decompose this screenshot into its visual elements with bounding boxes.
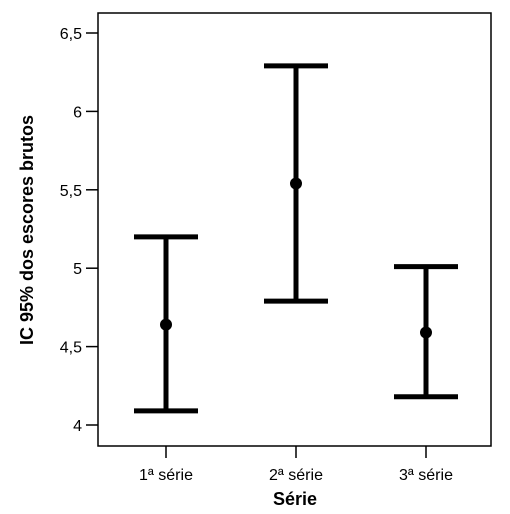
x-tick-label: 2ª série: [269, 467, 323, 484]
x-axis-title: Série: [273, 489, 317, 509]
y-axis: 4 4,5 5 5,5 6 6,5: [60, 26, 98, 435]
x-axis: 1ª série 2ª série 3ª série: [139, 446, 453, 484]
y-tick-label: 4,5: [60, 340, 82, 357]
mean-point: [160, 318, 172, 331]
error-bars: [134, 63, 458, 414]
x-tick-label: 3ª série: [399, 467, 453, 484]
plot-frame: [97, 12, 492, 447]
y-tick-label: 6,5: [60, 26, 82, 43]
y-tick-label: 5: [73, 261, 82, 278]
y-axis-title: IC 95% dos escores brutos: [17, 115, 37, 345]
mean-point: [420, 326, 432, 339]
y-tick-label: 6: [73, 104, 82, 121]
y-tick-label: 4: [73, 418, 82, 435]
y-tick-label: 5,5: [60, 183, 82, 200]
mean-point: [290, 177, 302, 190]
x-tick-label: 1ª série: [139, 467, 193, 484]
